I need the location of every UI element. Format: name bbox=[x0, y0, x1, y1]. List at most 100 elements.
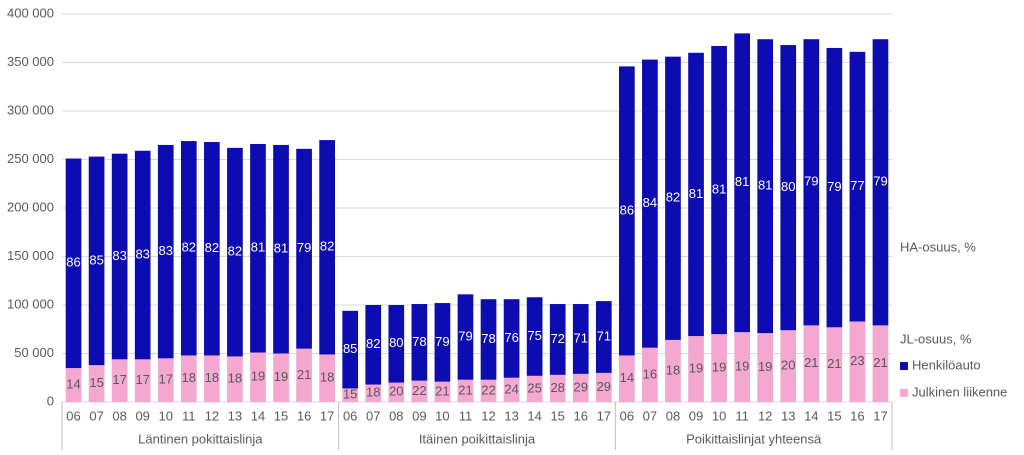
x-tick-label: 06 bbox=[66, 408, 80, 423]
bar-segment bbox=[619, 66, 635, 356]
share-label: 22 bbox=[412, 383, 426, 398]
bar-segment bbox=[457, 379, 474, 402]
x-tick-label: 10 bbox=[712, 408, 726, 423]
x-tick-label: 06 bbox=[620, 408, 634, 423]
y-tick-label: 0 bbox=[47, 393, 54, 408]
share-label: 15 bbox=[89, 375, 103, 390]
x-tick-label: 13 bbox=[504, 408, 518, 423]
x-tick-label: 11 bbox=[735, 408, 749, 423]
bar-segment bbox=[503, 377, 520, 402]
x-tick-label: 15 bbox=[550, 408, 564, 423]
share-label: 21 bbox=[458, 382, 472, 397]
group-label: Itäinen poikittaislinja bbox=[419, 431, 536, 446]
x-tick-label: 08 bbox=[389, 408, 403, 423]
bar-segment bbox=[157, 144, 174, 359]
share-label: 14 bbox=[66, 376, 80, 391]
share-label: 80 bbox=[389, 335, 403, 350]
x-tick-label: 16 bbox=[850, 408, 864, 423]
bar-segment bbox=[665, 339, 681, 402]
y-tick-label: 350 000 bbox=[7, 54, 54, 69]
share-label: 18 bbox=[205, 370, 219, 385]
bar-segment bbox=[250, 352, 266, 402]
bar-segment bbox=[411, 304, 428, 381]
group-label: Poikittaislinjat yhteensä bbox=[686, 431, 822, 446]
bar-segment bbox=[365, 305, 382, 385]
share-label: 81 bbox=[689, 186, 703, 201]
x-tick-label: 07 bbox=[643, 408, 657, 423]
x-tick-label: 15 bbox=[274, 408, 288, 423]
x-tick-label: 08 bbox=[112, 408, 126, 423]
bar-segment bbox=[111, 153, 128, 360]
share-label: 79 bbox=[827, 179, 841, 194]
bar-segment bbox=[803, 39, 820, 326]
share-label: 81 bbox=[758, 178, 772, 193]
bar-segment bbox=[434, 381, 451, 402]
bar-segment bbox=[319, 140, 335, 355]
share-label: 19 bbox=[735, 359, 749, 374]
bar-segment bbox=[688, 336, 704, 402]
x-tick-label: 12 bbox=[205, 408, 219, 423]
share-label: 83 bbox=[159, 243, 173, 258]
share-label: 16 bbox=[643, 366, 657, 381]
x-tick-label: 10 bbox=[435, 408, 449, 423]
share-label: 20 bbox=[781, 358, 795, 373]
share-label: 72 bbox=[550, 331, 564, 346]
bar-segment bbox=[872, 39, 889, 326]
bar-segment bbox=[803, 325, 820, 402]
bar-segment bbox=[642, 59, 658, 348]
share-label: 24 bbox=[504, 381, 518, 396]
share-label: 23 bbox=[850, 353, 864, 368]
y-tick-label: 250 000 bbox=[7, 151, 54, 166]
share-label: 81 bbox=[274, 241, 288, 256]
bar-segment bbox=[549, 304, 566, 375]
share-label: 19 bbox=[274, 369, 288, 384]
bar-segment bbox=[88, 365, 105, 402]
share-title: JL-osuus, % bbox=[900, 331, 972, 346]
bar-segment bbox=[65, 158, 82, 369]
share-label: 15 bbox=[343, 387, 357, 402]
bar-segment bbox=[595, 301, 612, 373]
x-tick-label: 13 bbox=[228, 408, 242, 423]
share-label: 82 bbox=[366, 336, 380, 351]
bar-segment bbox=[526, 375, 543, 402]
share-label: 29 bbox=[574, 379, 588, 394]
x-tick-label: 08 bbox=[666, 408, 680, 423]
bar-segment bbox=[849, 321, 866, 402]
bar-segment bbox=[342, 310, 359, 389]
x-tick-label: 06 bbox=[343, 408, 357, 423]
bar-segment bbox=[480, 299, 497, 380]
share-label: 17 bbox=[135, 372, 149, 387]
y-tick-label: 100 000 bbox=[7, 296, 54, 311]
y-tick-label: 300 000 bbox=[7, 102, 54, 117]
bar-segment bbox=[411, 380, 428, 402]
x-tick-label: 14 bbox=[804, 408, 818, 423]
bar-segment bbox=[757, 333, 774, 402]
bar-segment bbox=[734, 33, 750, 333]
x-tick-label: 07 bbox=[89, 408, 103, 423]
y-tick-label: 200 000 bbox=[7, 199, 54, 214]
share-label: 19 bbox=[251, 369, 265, 384]
bar-segment bbox=[711, 46, 727, 335]
share-label: 17 bbox=[159, 372, 173, 387]
legend-label: Henkilöauto bbox=[912, 357, 981, 372]
bar-segment bbox=[180, 141, 197, 356]
share-label: 22 bbox=[481, 382, 495, 397]
x-tick-label: 11 bbox=[459, 408, 473, 423]
bar-segment bbox=[780, 330, 797, 402]
y-tick-label: 400 000 bbox=[7, 5, 54, 20]
bar-segment bbox=[711, 334, 727, 402]
bar-segment bbox=[572, 304, 589, 374]
bar-segment bbox=[757, 39, 774, 334]
bar-segment bbox=[204, 142, 220, 356]
bar-segment bbox=[780, 45, 797, 331]
bar-segment bbox=[157, 358, 174, 402]
share-label: 82 bbox=[666, 190, 680, 205]
share-label: 25 bbox=[527, 380, 541, 395]
x-tick-label: 17 bbox=[320, 408, 334, 423]
bar-segment bbox=[734, 332, 750, 402]
x-tick-label: 16 bbox=[297, 408, 311, 423]
share-label: 86 bbox=[620, 202, 634, 217]
x-tick-label: 14 bbox=[251, 408, 265, 423]
bar-segment bbox=[826, 47, 843, 328]
x-tick-label: 11 bbox=[182, 408, 196, 423]
